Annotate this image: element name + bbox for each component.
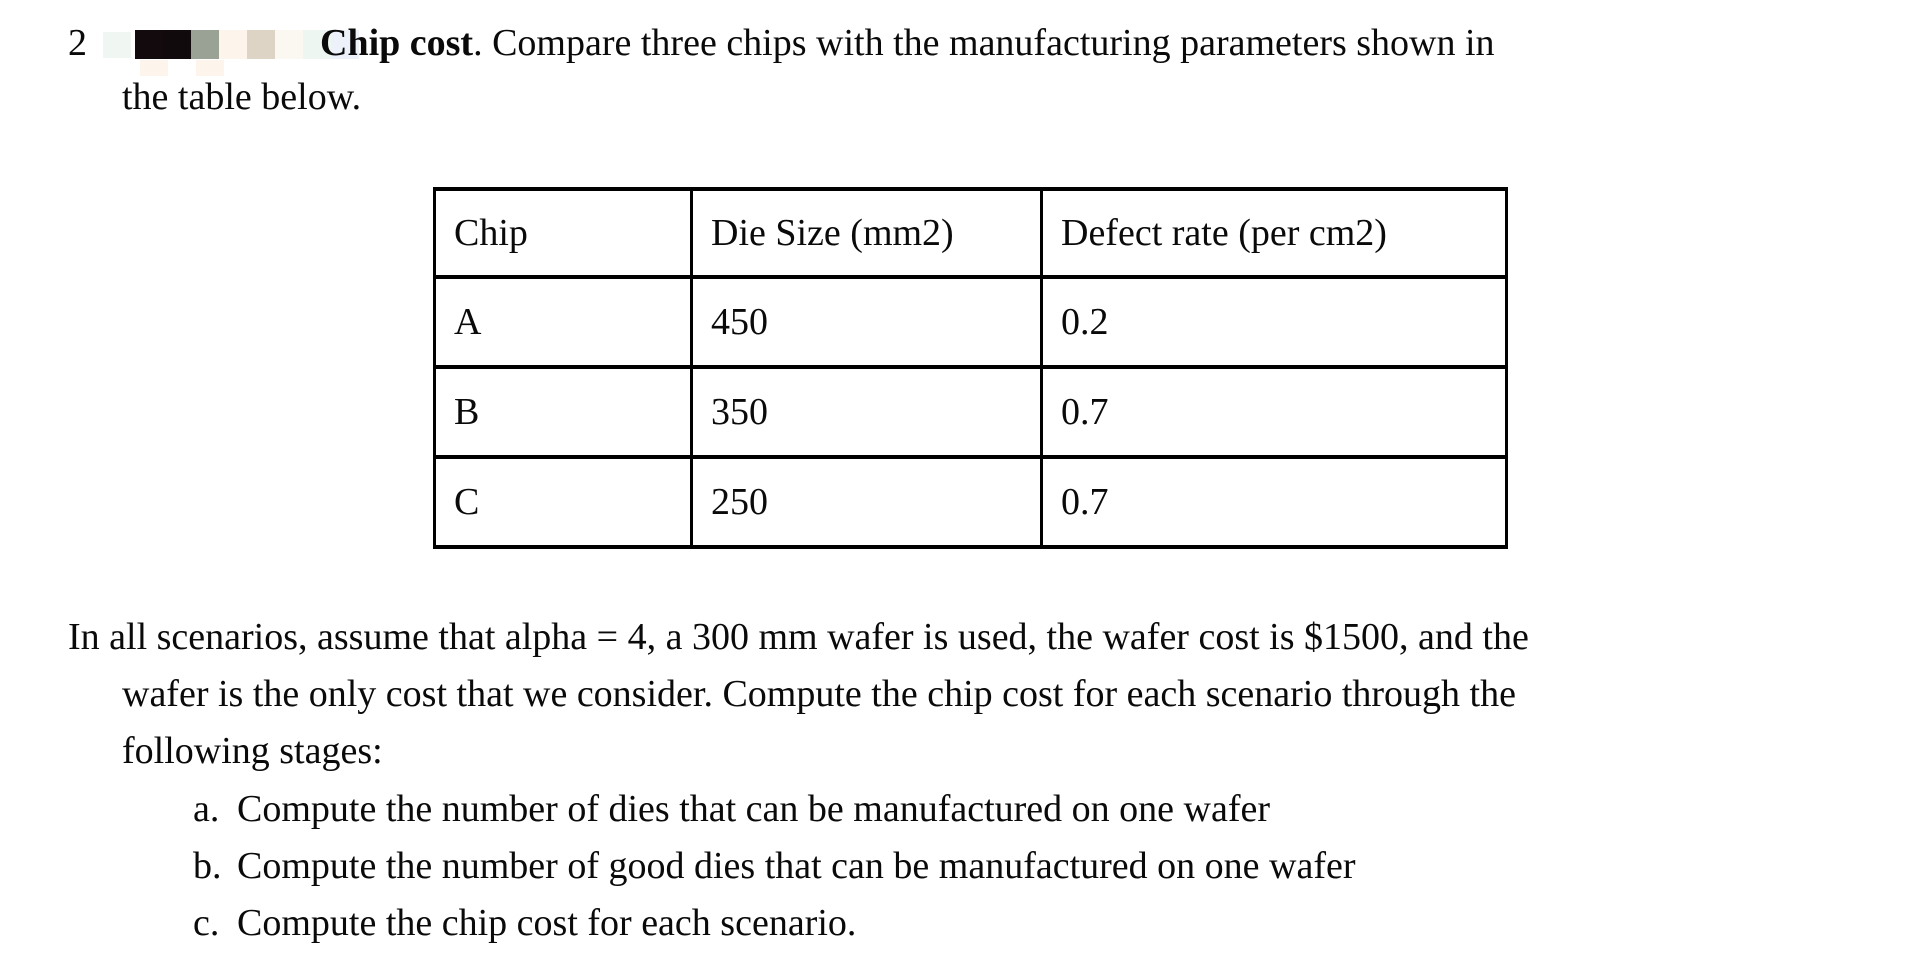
redaction-pixel [247, 30, 275, 59]
cell-chip-c: C [433, 455, 693, 549]
list-marker-c: c. [193, 902, 220, 944]
cell-chip-b: B [433, 365, 693, 459]
redaction-pixel [103, 32, 131, 58]
redaction-pixel [331, 30, 359, 59]
redaction-pixel [303, 30, 331, 59]
body-paragraph-line1: In all scenarios, assume that alpha = 4,… [68, 616, 1529, 658]
redaction-pixel [191, 30, 219, 59]
redaction-pixel-subrow [140, 60, 252, 76]
redaction-pixel [196, 60, 224, 76]
table-row: B 350 0.7 [433, 365, 1508, 459]
list-text-c: Compute the chip cost for each scenario. [237, 902, 857, 944]
cell-defect-rate-a: 0.2 [1040, 275, 1508, 369]
redaction-pixel [135, 30, 163, 59]
table-row: A 450 0.2 [433, 275, 1508, 369]
body-paragraph-line3: following stages: [122, 730, 383, 772]
body-paragraph-line2: wafer is the only cost that we consider.… [122, 673, 1516, 715]
cell-die-size-a: 450 [690, 275, 1043, 369]
header-cell-die-size: Die Size (mm2) [690, 187, 1043, 279]
header-cell-chip: Chip [433, 187, 693, 279]
list-text-b: Compute the number of good dies that can… [237, 845, 1356, 887]
redacted-name-block [103, 30, 373, 78]
table-header-row: Chip Die Size (mm2) Defect rate (per cm2… [433, 187, 1508, 279]
cell-die-size-c: 250 [690, 455, 1043, 549]
table-row: C 250 0.7 [433, 455, 1508, 549]
list-text-a: Compute the number of dies that can be m… [237, 788, 1271, 830]
redaction-pixel [219, 30, 247, 59]
redaction-pixel [275, 30, 303, 59]
cell-chip-a: A [433, 275, 693, 369]
chip-parameters-table: Chip Die Size (mm2) Defect rate (per cm2… [433, 187, 1508, 549]
problem-heading-line2: the table below. [122, 76, 362, 118]
problem-title: Chip cost [320, 22, 474, 64]
redaction-pixel-row [103, 30, 359, 59]
problem-title-rest: . Compare three chips with the manufactu… [473, 22, 1495, 64]
redaction-pixel [140, 60, 168, 76]
header-cell-defect-rate: Defect rate (per cm2) [1040, 187, 1508, 279]
problem-heading: Chip cost. Compare three chips with the … [320, 20, 1495, 66]
list-marker-a: a. [193, 788, 220, 830]
redaction-pixel [163, 30, 191, 59]
cell-defect-rate-b: 0.7 [1040, 365, 1508, 459]
problem-number: 2 [68, 22, 87, 64]
cell-defect-rate-c: 0.7 [1040, 455, 1508, 549]
cell-die-size-b: 350 [690, 365, 1043, 459]
list-marker-b: b. [193, 845, 222, 887]
